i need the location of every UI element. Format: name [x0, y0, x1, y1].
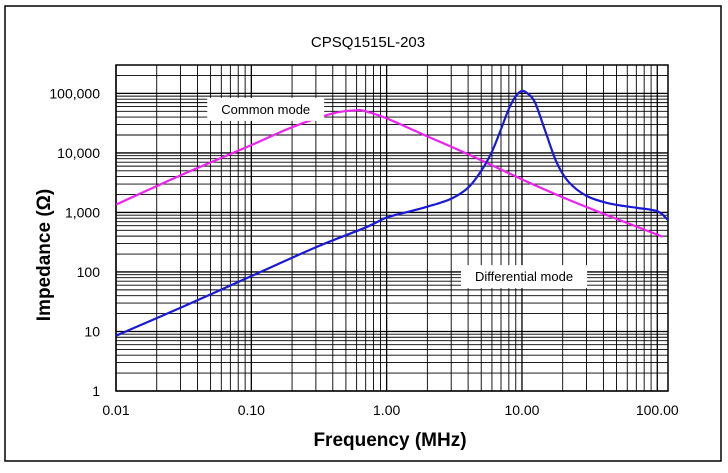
- plot-area-border: [115, 64, 669, 392]
- x-tick-label: 1.00: [373, 402, 400, 418]
- series-group: [116, 89, 668, 337]
- x-tick-label: 100.00: [636, 402, 679, 418]
- y-tick-label: 1,000: [65, 204, 100, 220]
- series-line-differential-mode: [116, 89, 668, 337]
- x-tick-label: 10.00: [504, 402, 539, 418]
- x-axis-label: Frequency (MHz): [313, 430, 466, 451]
- series-line-common-mode: [116, 109, 664, 238]
- annotation-label: Differential mode: [475, 269, 573, 284]
- outer-border: [4, 5, 722, 462]
- annotation-bg: [207, 97, 325, 121]
- annotations-group: Common mode Differential mode: [207, 97, 588, 289]
- annotation-bg: [461, 265, 588, 289]
- y-tick-label: 1: [92, 383, 100, 399]
- y-tick-label: 10: [84, 323, 100, 339]
- y-tick-label: 100,000: [49, 85, 100, 101]
- annotation-label: Common mode: [221, 102, 310, 117]
- y-axis-label: Impedance (Ω): [34, 189, 55, 321]
- x-tick-label: 0.10: [238, 402, 265, 418]
- x-tick-label: 0.01: [102, 402, 129, 418]
- chart-title: CPSQ1515L-203: [311, 34, 425, 51]
- y-tick-label: 10,000: [57, 145, 100, 161]
- tick-labels: 0.01 0.10 1.00 10.00 100.00 1 10 100 1,000 10,000…: [49, 85, 679, 418]
- y-tick-label: 100: [77, 264, 101, 280]
